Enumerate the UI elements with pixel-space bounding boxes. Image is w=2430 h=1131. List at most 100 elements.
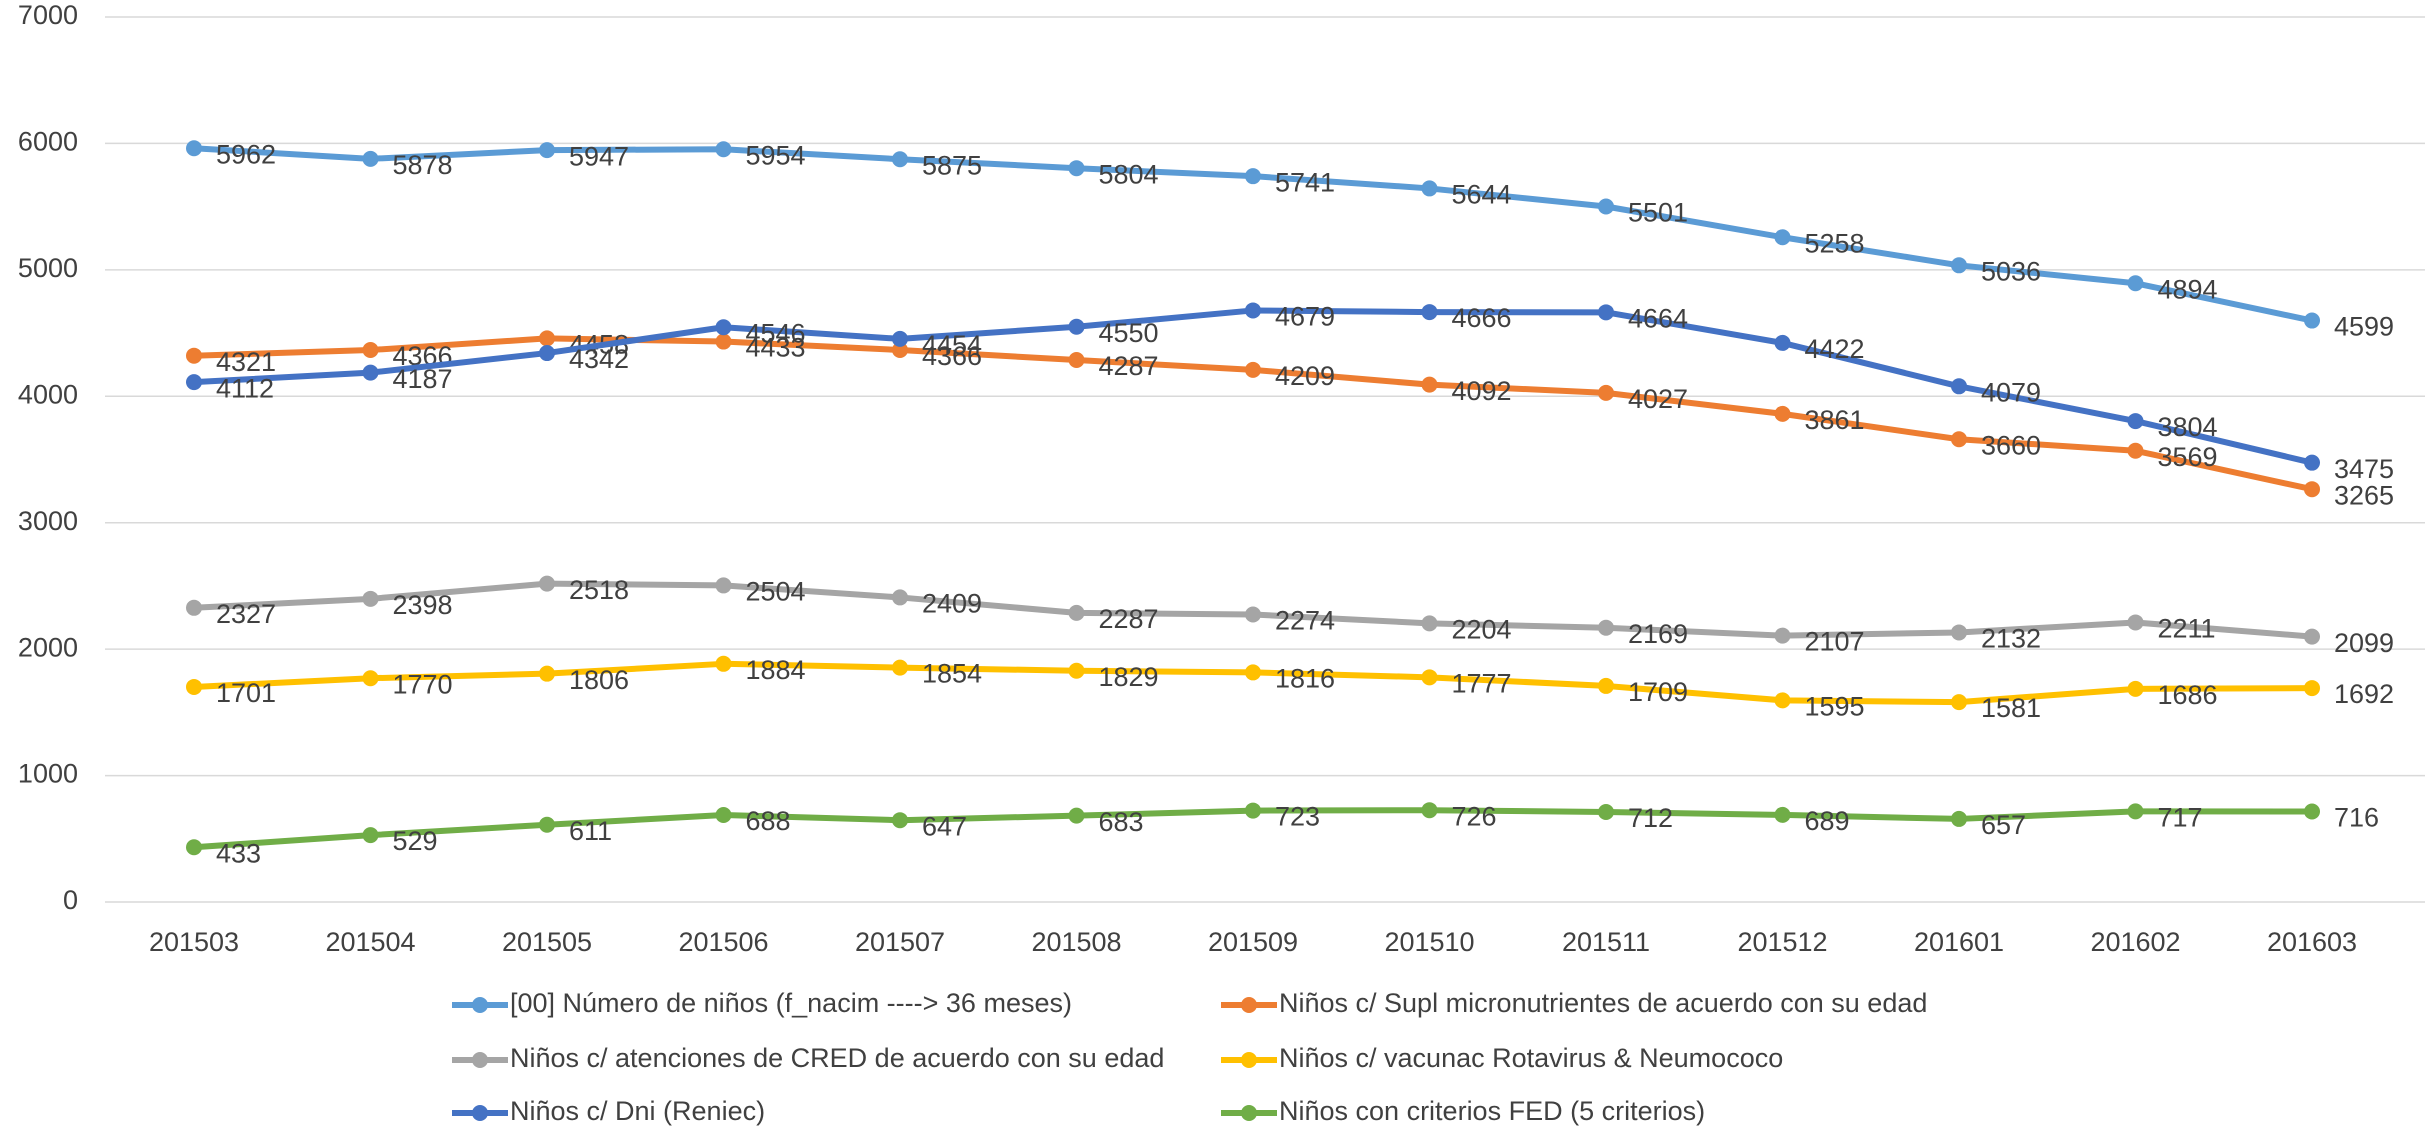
data-point bbox=[539, 330, 555, 347]
data-label: 4894 bbox=[2158, 274, 2218, 304]
data-label: 4092 bbox=[1452, 376, 1512, 406]
data-label: 3804 bbox=[2158, 412, 2218, 442]
data-label: 2107 bbox=[1805, 627, 1865, 657]
data-label: 2132 bbox=[1981, 624, 2041, 654]
data-point bbox=[715, 577, 732, 594]
data-point bbox=[186, 347, 202, 364]
legend-marker bbox=[472, 997, 488, 1013]
data-label: 4422 bbox=[1805, 334, 1865, 364]
data-point bbox=[1421, 615, 1438, 632]
x-tick-label: 201602 bbox=[2090, 927, 2180, 957]
data-label: 3861 bbox=[1805, 405, 1865, 435]
legend-label: [00] Número de niños (f_nacim ----> 36 m… bbox=[510, 988, 1072, 1018]
data-label: 529 bbox=[393, 826, 438, 856]
data-label: 3660 bbox=[1981, 430, 2041, 460]
data-point bbox=[362, 590, 379, 607]
legend-label: Niños c/ Supl micronutrientes de acuerdo… bbox=[1279, 988, 1927, 1018]
data-label: 2169 bbox=[1628, 619, 1688, 649]
data-point bbox=[1245, 802, 1261, 819]
y-tick-label: 3000 bbox=[18, 506, 78, 536]
data-point bbox=[1598, 803, 1614, 820]
data-label: 5875 bbox=[922, 150, 982, 180]
data-point bbox=[1774, 405, 1791, 422]
y-tick-label: 0 bbox=[63, 885, 78, 915]
data-point bbox=[2127, 614, 2144, 631]
data-point bbox=[2304, 628, 2320, 645]
data-label: 1806 bbox=[569, 665, 629, 695]
data-label: 4433 bbox=[746, 333, 806, 363]
data-label: 5947 bbox=[569, 141, 629, 171]
data-label: 647 bbox=[922, 811, 967, 841]
data-label: 2518 bbox=[569, 575, 629, 605]
data-point bbox=[715, 319, 732, 336]
data-point bbox=[1245, 606, 1261, 623]
data-label: 1692 bbox=[2334, 679, 2394, 709]
x-tick-label: 201511 bbox=[1562, 927, 1650, 957]
data-point bbox=[892, 330, 908, 347]
data-label: 2211 bbox=[2158, 614, 2216, 644]
data-point bbox=[1951, 257, 1967, 274]
data-point bbox=[2304, 481, 2320, 498]
data-label: 1816 bbox=[1275, 664, 1335, 694]
data-point bbox=[1598, 619, 1614, 636]
data-point bbox=[1951, 624, 1967, 641]
data-label: 2504 bbox=[746, 577, 806, 607]
data-point bbox=[2127, 442, 2144, 459]
data-point bbox=[539, 665, 555, 682]
data-point bbox=[362, 364, 379, 381]
data-point bbox=[2127, 680, 2144, 697]
data-label: 4599 bbox=[2334, 312, 2394, 342]
data-label: 4366 bbox=[922, 341, 982, 371]
legend-label: Niños con criterios FED (5 criterios) bbox=[1279, 1096, 1705, 1126]
data-point bbox=[539, 142, 555, 159]
data-label: 4287 bbox=[1099, 351, 1159, 381]
data-label: 717 bbox=[2158, 802, 2203, 832]
data-label: 2204 bbox=[1452, 614, 1512, 644]
data-label: 716 bbox=[2334, 803, 2379, 833]
legend-label: Niños c/ atenciones de CRED de acuerdo c… bbox=[510, 1043, 1164, 1073]
data-label: 1595 bbox=[1805, 691, 1865, 721]
data-point bbox=[1245, 664, 1261, 681]
data-point bbox=[1774, 229, 1791, 246]
data-point bbox=[1421, 180, 1438, 197]
data-point bbox=[2127, 413, 2144, 430]
data-point bbox=[186, 140, 202, 157]
data-point bbox=[1951, 431, 1967, 448]
data-label: 1854 bbox=[922, 659, 982, 689]
data-label: 4209 bbox=[1275, 361, 1335, 391]
data-label: 4679 bbox=[1275, 302, 1335, 332]
data-label: 3475 bbox=[2334, 454, 2394, 484]
data-label: 726 bbox=[1452, 801, 1497, 831]
data-point bbox=[1421, 376, 1438, 393]
data-point bbox=[362, 342, 379, 359]
data-label: 4546 bbox=[746, 318, 806, 348]
data-label: 1884 bbox=[746, 655, 806, 685]
legend-label: Niños c/ vacunac Rotavirus & Neumococo bbox=[1279, 1043, 1783, 1073]
data-label: 1709 bbox=[1628, 677, 1688, 707]
data-point bbox=[715, 333, 732, 350]
y-tick-label: 5000 bbox=[18, 253, 78, 283]
data-label: 712 bbox=[1628, 803, 1673, 833]
data-point bbox=[362, 150, 379, 167]
x-tick-label: 201503 bbox=[149, 927, 239, 957]
data-point bbox=[892, 151, 908, 168]
data-point bbox=[1068, 604, 1085, 621]
data-label: 1686 bbox=[2158, 680, 2218, 710]
data-label: 5804 bbox=[1099, 159, 1159, 189]
data-point bbox=[1068, 352, 1085, 369]
data-label: 5258 bbox=[1805, 228, 1865, 258]
data-point bbox=[1068, 318, 1085, 335]
data-point bbox=[715, 655, 732, 672]
data-point bbox=[1774, 806, 1791, 823]
legend-marker bbox=[1241, 1052, 1257, 1068]
series-line bbox=[193, 335, 2313, 493]
legend-marker bbox=[1241, 1105, 1257, 1121]
data-label: 1770 bbox=[393, 669, 453, 699]
data-label: 1829 bbox=[1099, 662, 1159, 692]
data-point bbox=[1774, 334, 1791, 351]
data-label: 5954 bbox=[746, 140, 806, 170]
data-label: 2274 bbox=[1275, 606, 1335, 636]
data-point bbox=[892, 589, 908, 606]
data-point bbox=[715, 141, 732, 158]
data-label: 689 bbox=[1805, 806, 1850, 836]
